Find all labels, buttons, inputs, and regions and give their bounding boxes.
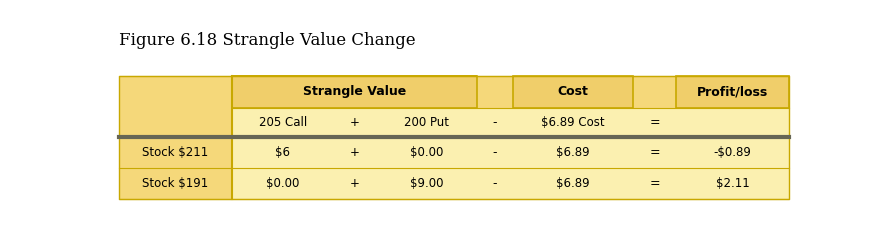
Bar [232, 137, 789, 168]
Bar [232, 76, 478, 108]
Text: Cost: Cost [557, 85, 588, 98]
Bar [512, 76, 633, 108]
Text: 205 Call: 205 Call [259, 116, 307, 129]
Text: Stock $191: Stock $191 [143, 177, 208, 190]
Bar [119, 76, 789, 198]
Bar [119, 76, 789, 198]
Text: =: = [649, 177, 660, 190]
Text: -: - [493, 146, 497, 159]
Text: $0.00: $0.00 [410, 146, 444, 159]
Text: =: = [649, 146, 660, 159]
Text: Profit/loss: Profit/loss [697, 85, 768, 98]
Text: $2.11: $2.11 [716, 177, 750, 190]
Text: -: - [493, 116, 497, 129]
Text: $6.89: $6.89 [556, 146, 590, 159]
Text: =: = [649, 116, 660, 129]
Text: -: - [493, 177, 497, 190]
Text: Stock $211: Stock $211 [143, 146, 208, 159]
Text: -$0.89: -$0.89 [714, 146, 751, 159]
Bar [232, 168, 789, 198]
Bar [232, 108, 789, 137]
Bar [676, 76, 789, 108]
Text: +: + [350, 146, 360, 159]
Text: $9.00: $9.00 [410, 177, 444, 190]
Text: 200 Put: 200 Put [404, 116, 449, 129]
Text: $6.89 Cost: $6.89 Cost [541, 116, 605, 129]
Text: +: + [350, 116, 360, 129]
Text: $0.00: $0.00 [266, 177, 299, 190]
Text: $6.89: $6.89 [556, 177, 590, 190]
Text: $6: $6 [276, 146, 290, 159]
Text: Figure 6.18 Strangle Value Change: Figure 6.18 Strangle Value Change [119, 32, 416, 49]
Text: +: + [350, 177, 360, 190]
Text: Strangle Value: Strangle Value [303, 85, 407, 98]
